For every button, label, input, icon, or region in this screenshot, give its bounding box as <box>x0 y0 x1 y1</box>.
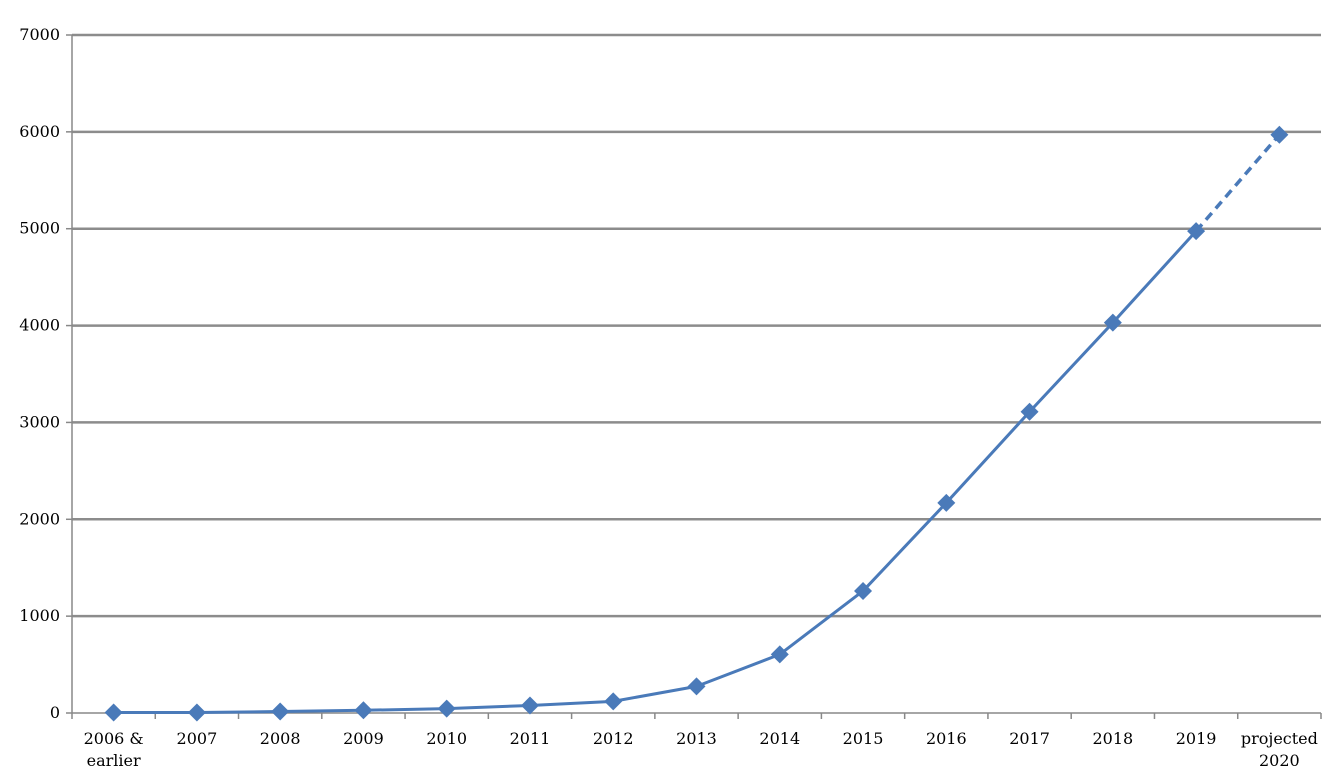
y-tick-label: 7000 <box>19 25 60 44</box>
x-tick-label: 2019 <box>1176 729 1217 748</box>
data-point-marker <box>854 581 873 600</box>
data-point-marker <box>1270 125 1289 144</box>
x-tick-label-line: 2009 <box>343 729 384 748</box>
x-tick-label: 2015 <box>843 729 884 748</box>
x-tick-label-line: 2018 <box>1092 729 1133 748</box>
data-point-marker <box>937 493 956 512</box>
x-tick-label-line: 2011 <box>510 729 551 748</box>
y-tick-label: 6000 <box>19 122 60 141</box>
x-tick-label-line: 2020 <box>1259 751 1300 770</box>
x-tick-label: 2010 <box>426 729 467 748</box>
gridlines <box>72 33 1321 618</box>
y-axis: 0 1000 2000 3000 4000 5000 6000 7000 <box>19 25 73 722</box>
y-tick-label: 4000 <box>19 316 60 335</box>
x-tick-label-line: 2016 <box>926 729 967 748</box>
x-tick-label: 2014 <box>759 729 800 748</box>
x-tick-label: 2011 <box>510 729 551 748</box>
x-tick-label-line: 2014 <box>759 729 800 748</box>
x-tick-label: 2017 <box>1009 729 1050 748</box>
x-tick-label-line: earlier <box>87 751 141 770</box>
data-point-marker <box>520 696 539 715</box>
x-tick-label: projected 2020 <box>1241 729 1318 770</box>
y-tick-label: 5000 <box>19 219 60 238</box>
y-tick-label: 0 <box>50 703 60 722</box>
x-tick-label: 2012 <box>593 729 634 748</box>
x-tick-label: 2016 <box>926 729 967 748</box>
data-point-marker <box>1187 222 1206 241</box>
x-tick-label: 2018 <box>1092 729 1133 748</box>
data-point-marker <box>437 699 456 718</box>
data-point-marker <box>104 703 123 722</box>
data-point-marker <box>271 702 290 721</box>
x-tick-label-line: 2010 <box>426 729 467 748</box>
data-point-marker <box>1103 313 1122 332</box>
data-point-marker <box>187 703 206 722</box>
x-tick-label: 2013 <box>676 729 717 748</box>
series-group <box>113 133 1281 715</box>
data-point-marker <box>687 677 706 696</box>
x-tick-label: 2009 <box>343 729 384 748</box>
x-tick-label: 2008 <box>260 729 301 748</box>
y-tick-label: 2000 <box>19 509 60 528</box>
data-point-marker <box>1020 402 1039 421</box>
data-point-marker <box>770 645 789 664</box>
x-tick-label-line: 2017 <box>1009 729 1050 748</box>
x-tick-label-line: 2019 <box>1176 729 1217 748</box>
data-point-marker <box>354 701 373 720</box>
x-tick-label-line: 2013 <box>676 729 717 748</box>
x-tick-label-line: 2008 <box>260 729 301 748</box>
x-tick-label: 2006 & earlier <box>84 729 144 770</box>
x-axis: 2006 & earlier 2007 2008 2009 2010 2011 2012 201… <box>71 712 1322 770</box>
series-line-projected <box>1194 133 1281 233</box>
x-tick-label-line: 2015 <box>843 729 884 748</box>
x-tick-label: 2007 <box>177 729 218 748</box>
y-tick-label: 1000 <box>19 606 60 625</box>
x-tick-label-line: projected <box>1241 729 1318 748</box>
x-tick-label-line: 2006 & <box>84 729 144 748</box>
markers-group <box>104 125 1289 722</box>
x-tick-label-line: 2012 <box>593 729 634 748</box>
data-point-marker <box>604 692 623 711</box>
series-line <box>113 230 1198 715</box>
y-tick-label: 3000 <box>19 412 60 431</box>
x-tick-label-line: 2007 <box>177 729 218 748</box>
